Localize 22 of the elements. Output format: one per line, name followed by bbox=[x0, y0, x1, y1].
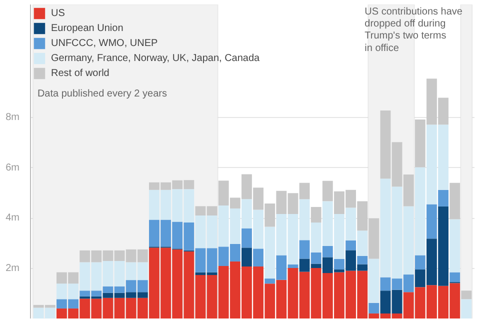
y-tick-label: 2m bbox=[6, 262, 20, 274]
bar bbox=[450, 219, 460, 272]
bar bbox=[334, 258, 344, 270]
bar bbox=[357, 256, 368, 264]
bar bbox=[253, 248, 264, 266]
bar bbox=[310, 206, 322, 223]
legend-label: European Union bbox=[51, 22, 124, 35]
legend-label: UNFCCC, WMO, UNEP bbox=[51, 36, 158, 50]
y-tick-label: 6m bbox=[6, 162, 20, 174]
bar bbox=[368, 302, 380, 314]
legend-label: US bbox=[51, 6, 66, 20]
bar bbox=[346, 240, 356, 250]
bar bbox=[414, 255, 426, 270]
legend-label: Germany, France, Norway, UK, Japan, Canada bbox=[51, 52, 260, 65]
bar bbox=[242, 248, 252, 266]
y-tick-label: 4m bbox=[6, 212, 20, 224]
annotation: Data published every 2 years bbox=[37, 88, 167, 100]
annotation: US contributions have dropped off during Trump's two terms in office bbox=[364, 6, 463, 54]
legend-label: Rest of world bbox=[51, 66, 110, 80]
y-tick-label: 8m bbox=[6, 112, 20, 124]
bar bbox=[450, 272, 460, 282]
bar bbox=[461, 299, 472, 318]
